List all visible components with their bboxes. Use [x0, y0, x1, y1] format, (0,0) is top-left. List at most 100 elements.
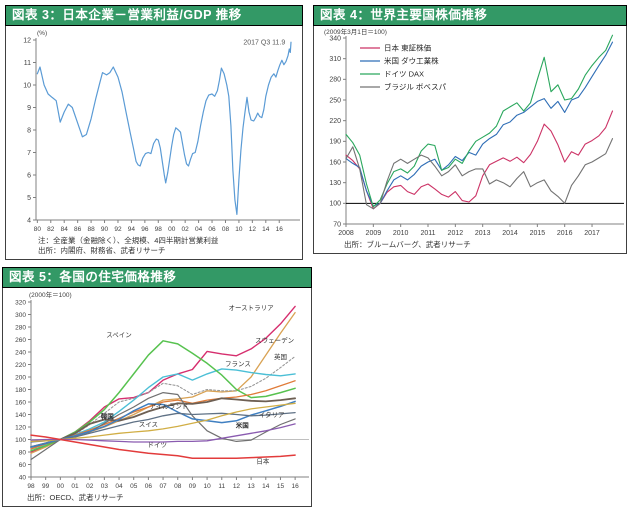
- y-tick-label: 240: [15, 349, 26, 356]
- series-英国: [30, 355, 296, 452]
- y-tick-label: 40: [19, 474, 27, 481]
- figure-4-source-line: 出所：ブルームバーグ、武者リサーチ: [344, 240, 471, 249]
- annotation-label: 2017 Q3 11.9: [243, 40, 285, 47]
- x-tick-label: 82: [47, 226, 55, 233]
- y-tick-label: 70: [333, 221, 341, 228]
- y-tick-label: 220: [15, 362, 26, 369]
- annotation-label: フランス: [225, 360, 251, 368]
- figure-5-title: 図表 5：各国の住宅価格推移: [2, 267, 312, 288]
- x-tick-label: 03: [101, 483, 109, 490]
- house-prices-chart: 40 60 80 100 120 140 160 180 200 220 240 260 280 300 3…: [15, 290, 309, 490]
- series-日本: [30, 434, 296, 460]
- x-tick-label: 10: [235, 226, 243, 233]
- x-tick-label: 08: [174, 483, 182, 490]
- annotation-label: 韓国: [101, 411, 115, 420]
- x-tick-label: 84: [61, 226, 69, 233]
- series-米国 ダウ工業株: [345, 41, 614, 207]
- y-tick-label: 280: [15, 324, 26, 331]
- figure-3-notes: 注：全産業（金融除く）、全規模、4四半期計営業利益 出所：内閣府、財務省、武者リ…: [6, 236, 302, 259]
- y-tick-label: 250: [329, 97, 341, 104]
- x-tick-label: 80: [34, 226, 42, 233]
- x-tick-label: 08: [222, 226, 230, 233]
- x-tick-label: 94: [128, 226, 136, 233]
- x-tick-label: 2016: [557, 230, 573, 237]
- series-ブラジル ボベスパ: [345, 138, 614, 210]
- x-tick-label: 09: [189, 483, 197, 490]
- x-tick-label: 00: [168, 226, 176, 233]
- x-tick-label: 11: [218, 483, 225, 490]
- x-tick-label: 15: [277, 483, 285, 490]
- annotation-label: 日本: [256, 456, 270, 465]
- figure-3-title: 図表 3：日本企業－営業利益/GDP 推移: [5, 5, 303, 26]
- y-tick-label: 5: [27, 195, 31, 202]
- x-tick-label: 99: [42, 483, 50, 490]
- x-tick-label: 02: [86, 483, 94, 490]
- figure-5-body: 40 60 80 100 120 140 160 180 200 220 240 260 280 300 3…: [2, 288, 312, 508]
- x-tick-label: 04: [195, 226, 203, 233]
- annotation-label: スイス: [139, 420, 158, 428]
- x-tick-label: 16: [292, 483, 300, 490]
- annotation-label: 米国: [236, 421, 250, 430]
- legend-label-ブラジル ボベスパ: ブラジル ボベスパ: [384, 82, 447, 92]
- x-tick-label: 07: [159, 483, 167, 490]
- y-tick-label: 180: [15, 387, 26, 394]
- legend-label-日本 東証株価: 日本 東証株価: [384, 43, 432, 53]
- y-tick-label: 11: [24, 60, 31, 67]
- figure-4-notes: 出所：ブルームバーグ、武者リサーチ: [314, 240, 626, 253]
- y-tick-label: 6: [27, 172, 31, 179]
- x-tick-label: 2015: [530, 230, 546, 237]
- y-tick-label: 12: [23, 37, 31, 44]
- x-tick-label: 04: [115, 483, 123, 490]
- y-tick-label: 140: [15, 412, 26, 419]
- x-tick-label: 2014: [502, 230, 518, 237]
- x-tick-label: 2017: [584, 230, 600, 237]
- x-tick-label: 00: [57, 483, 65, 490]
- y-tick-label: 220: [329, 118, 341, 125]
- figure-4-world-stock-indices: 図表 4：世界主要国株価推移 70 100 130 160 190 220 250 280 31…: [313, 5, 627, 255]
- x-tick-label: 2009: [366, 230, 382, 237]
- annotation-label: イタリア: [259, 410, 285, 419]
- y-tick-label: 320: [15, 299, 26, 306]
- x-tick-label: 14: [262, 226, 270, 233]
- figure-4-title: 図表 4：世界主要国株価推移: [313, 5, 627, 26]
- y-tick-label: 7: [27, 150, 31, 157]
- series-スペイン: [30, 340, 296, 452]
- series-スイス: [30, 402, 296, 443]
- figure-3-body: 4 5 6 7 8 9 10 11 12 80 82 84 86 88 90 92 94 96 98 00 02 04 06…: [5, 26, 303, 261]
- legend-label-ドイツ DAX: ドイツ DAX: [384, 70, 424, 79]
- x-tick-label: 12: [249, 226, 257, 233]
- x-tick-label: 86: [74, 226, 82, 233]
- x-tick-label: 2011: [420, 230, 435, 237]
- y-tick-label: 9: [27, 105, 31, 112]
- series-韓国: [30, 397, 297, 448]
- axis-unit-note: (2000年＝100): [29, 290, 72, 299]
- x-tick-label: 06: [145, 483, 153, 490]
- annotation-label: ドイツ: [147, 442, 167, 449]
- series-イタリア: [30, 411, 296, 443]
- figure-5-notes: 出所：OECD、武者リサーチ: [3, 493, 311, 506]
- y-tick-label: 190: [329, 139, 341, 146]
- operating-profit-gdp-chart: 4 5 6 7 8 9 10 11 12 80 82 84 86 88 90 92 94 96 98 00 02 04 06…: [23, 30, 300, 233]
- series-ドイツ DAX: [345, 34, 614, 208]
- legend-label-米国 ダウ工業株: 米国 ダウ工業株: [384, 56, 439, 66]
- figure-5-source-line: 出所：OECD、武者リサーチ: [27, 493, 124, 502]
- y-tick-label: 100: [329, 201, 341, 208]
- annotation-label: アイルランド: [150, 402, 189, 410]
- x-tick-label: 14: [262, 483, 270, 490]
- annotation-label: スウェーデン: [255, 336, 294, 345]
- annotation-label: 英国: [274, 352, 287, 361]
- x-tick-label: 05: [130, 483, 138, 490]
- x-tick-label: 2013: [475, 230, 491, 237]
- y-tick-label: 200: [15, 374, 26, 381]
- series-米国: [30, 400, 296, 448]
- world-stock-indices-chart: 70 100 130 160 190 220 250 280 310 340 2008 2009 201…: [324, 27, 624, 237]
- x-tick-label: 01: [71, 483, 79, 490]
- series-オーストラリア: [30, 305, 296, 453]
- y-tick-label: 120: [15, 424, 26, 431]
- x-tick-label: 88: [87, 226, 95, 233]
- y-tick-label: 4: [27, 217, 31, 224]
- y-tick-label: 260: [15, 337, 26, 344]
- y-tick-label: 8: [27, 127, 31, 134]
- y-tick-label: 300: [15, 312, 26, 319]
